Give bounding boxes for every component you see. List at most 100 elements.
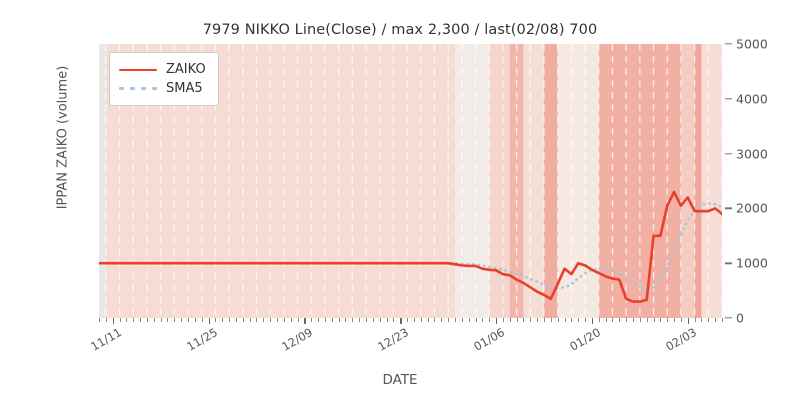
x-axis-label: DATE (382, 372, 418, 388)
x-tick-minor (263, 318, 265, 322)
background-band (489, 44, 511, 318)
y-tick-label: 2000 (736, 200, 768, 216)
x-tick-minor (633, 318, 634, 322)
x-tick-minor (598, 318, 600, 322)
y-tick-label: 4000 (736, 91, 768, 107)
y-tick-mark (725, 317, 732, 319)
legend-item-sma5[interactable]: SMA5 (119, 79, 206, 98)
legend-swatch-dotted-icon (119, 83, 157, 95)
x-tick-minor (290, 318, 292, 322)
y-tick-mark (725, 43, 732, 45)
x-tick-minor (181, 318, 183, 322)
x-tick-minor (222, 318, 224, 322)
x-tick-major (400, 318, 402, 324)
x-tick-minor (249, 318, 251, 322)
x-tick-label: 01/06 (471, 325, 508, 354)
x-tick-minor (242, 318, 244, 322)
x-tick-minor (427, 318, 429, 322)
x-tick-minor (311, 318, 313, 322)
x-tick-label: 11/11 (87, 325, 124, 354)
x-tick-minor (523, 318, 525, 322)
x-tick-minor (407, 318, 409, 322)
x-tick-minor (338, 318, 340, 322)
x-tick-minor (379, 318, 381, 322)
x-tick-minor (393, 318, 395, 322)
legend-label-sma5: SMA5 (166, 81, 203, 96)
x-tick-minor (605, 318, 607, 322)
x-tick-minor (297, 318, 299, 322)
x-tick-minor (201, 318, 203, 322)
x-tick-minor (105, 318, 107, 322)
x-tick-minor (530, 318, 532, 322)
x-tick-minor (708, 318, 710, 322)
x-tick-minor (715, 318, 717, 322)
x-tick-minor (455, 318, 456, 322)
x-tick-minor (133, 318, 135, 322)
background-band (544, 44, 559, 318)
x-tick-minor (619, 318, 621, 322)
x-tick-major (112, 318, 115, 324)
x-tick-minor (235, 318, 237, 322)
background-band (694, 44, 703, 318)
x-tick-minor (516, 318, 518, 322)
y-tick-label: 0 (736, 310, 744, 326)
x-tick-minor (585, 318, 587, 322)
x-tick-label: 12/09 (279, 325, 316, 354)
x-tick-minor (468, 318, 470, 322)
x-tick-minor (126, 318, 128, 322)
y-tick-mark (725, 262, 732, 264)
x-tick-minor (434, 318, 436, 322)
x-tick-minor (359, 318, 361, 322)
x-tick-minor (537, 318, 539, 322)
x-tick-minor (571, 318, 573, 322)
y-tick-mark (725, 152, 732, 155)
x-tick-minor (660, 318, 662, 322)
x-tick-minor (331, 318, 333, 322)
legend-label-zaiko: ZAIKO (166, 62, 206, 77)
x-tick-minor (160, 318, 162, 322)
x-tick-major (687, 318, 690, 324)
legend-item-zaiko[interactable]: ZAIKO (119, 60, 206, 79)
background-band (701, 44, 722, 318)
x-tick-minor (653, 318, 655, 322)
series-line-zaiko (99, 190, 722, 303)
x-tick-minor (345, 318, 347, 322)
x-tick-label: 12/23 (375, 325, 412, 354)
background-band (99, 44, 107, 318)
y-tick-label: 3000 (736, 146, 768, 162)
background-band (523, 44, 545, 318)
x-tick-minor (318, 318, 320, 322)
x-tick-minor (502, 318, 504, 322)
x-tick-minor (646, 318, 648, 322)
x-tick-major (208, 318, 210, 324)
x-tick-minor (277, 318, 278, 322)
chart-canvas (99, 44, 722, 318)
x-tick-minor (386, 318, 388, 322)
x-tick-minor (174, 318, 176, 322)
x-tick-minor (372, 318, 374, 322)
x-tick-minor (509, 318, 511, 322)
x-tick-minor (448, 318, 450, 322)
x-tick-minor (701, 318, 703, 322)
x-tick-minor (420, 318, 422, 322)
x-tick-major (496, 318, 498, 324)
y-tick-mark (725, 207, 732, 210)
x-tick-minor (564, 318, 566, 322)
x-tick-minor (119, 318, 121, 322)
x-tick-minor (544, 318, 545, 322)
x-tick-minor (674, 318, 676, 322)
x-tick-minor (140, 318, 142, 322)
x-tick-minor (680, 318, 682, 322)
x-tick-minor (99, 318, 100, 322)
x-tick-minor (626, 318, 628, 322)
x-tick-major (591, 318, 594, 324)
chart-legend[interactable]: ZAIKO SMA5 (109, 52, 219, 106)
plot-area (99, 44, 722, 318)
background-band (585, 44, 600, 318)
x-tick-minor (557, 318, 559, 322)
x-tick-minor (153, 318, 155, 322)
x-tick-minor (639, 318, 641, 322)
chart-title: 7979 NIKKO Line(Close) / max 2,300 / las… (202, 22, 598, 38)
x-tick-minor (366, 318, 367, 322)
